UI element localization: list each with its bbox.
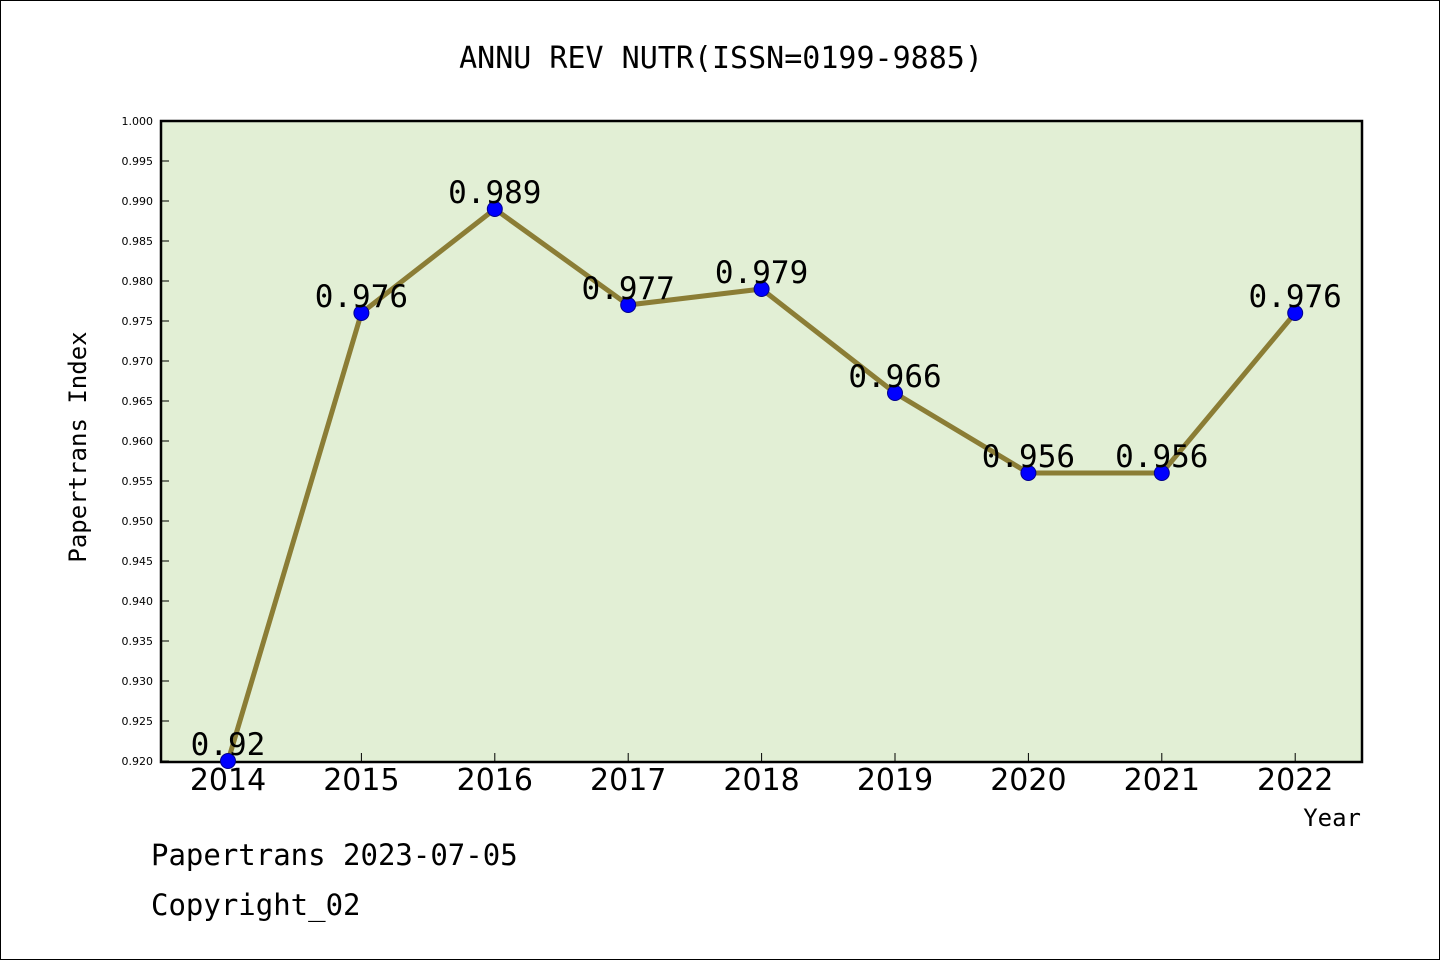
- y-axis-label: Papertrans Index: [64, 331, 92, 562]
- x-tick-label: 2022: [1257, 763, 1333, 798]
- data-label: 0.989: [448, 175, 541, 211]
- y-tick-label: 0.935: [122, 635, 154, 648]
- x-tick-label: 2015: [323, 763, 399, 798]
- data-label: 0.976: [1249, 279, 1342, 315]
- plot-area: [159, 119, 1364, 764]
- x-axis-label: Year: [1303, 804, 1361, 832]
- y-tick-label: 0.930: [122, 675, 154, 688]
- x-tick-label: 2021: [1124, 763, 1200, 798]
- y-tick-label: 0.980: [122, 275, 154, 288]
- data-label: 0.979: [715, 255, 808, 291]
- x-tick-label: 2016: [457, 763, 533, 798]
- data-label: 0.956: [982, 439, 1075, 475]
- x-axis: 2014 2015 2016 2017 2018 2019 2020 2021 2022: [190, 753, 1333, 798]
- data-label: 0.977: [582, 271, 675, 307]
- y-tick-label: 0.995: [122, 155, 154, 168]
- y-tick-label: 0.955: [122, 475, 154, 488]
- data-point: [1020, 465, 1037, 481]
- y-tick-label: 0.965: [122, 395, 154, 408]
- data-point: [220, 753, 236, 769]
- data-point: [620, 297, 637, 313]
- y-tick-label: 0.945: [122, 555, 154, 568]
- series-line-group: [220, 201, 1304, 769]
- y-tick-label: 0.975: [122, 315, 154, 328]
- y-axis: 0.920 0.925 0.930 0.935 0.940 0.945 0.950 0.955…: [122, 115, 169, 768]
- y-tick-label: 1.000: [122, 115, 154, 128]
- data-point: [486, 201, 503, 217]
- data-label: 0.966: [848, 359, 941, 395]
- y-tick-label: 0.920: [122, 755, 154, 768]
- data-point: [353, 305, 370, 321]
- chart-title: ANNU REV NUTR(ISSN=0199-9885): [459, 41, 983, 76]
- y-tick-label: 0.925: [122, 715, 154, 728]
- footer-copyright: Copyright_02: [151, 888, 361, 923]
- x-tick-label: 2017: [590, 763, 666, 798]
- y-tick-label: 0.950: [122, 515, 154, 528]
- data-point: [1287, 305, 1304, 321]
- data-label: 0.92: [191, 727, 266, 763]
- data-label: 0.976: [315, 279, 408, 315]
- y-tick-label: 0.960: [122, 435, 154, 448]
- data-point: [753, 281, 770, 297]
- y-tick-label: 0.940: [122, 595, 154, 608]
- x-tick-label: 2019: [857, 763, 933, 798]
- data-point: [1153, 465, 1170, 481]
- data-point: [887, 385, 903, 401]
- y-tick-label: 0.985: [122, 235, 154, 248]
- x-tick-label: 2020: [990, 763, 1066, 798]
- y-tick-label: 0.990: [122, 195, 154, 208]
- footer-date: Papertrans 2023-07-05: [151, 838, 518, 872]
- data-labels: 0.92 0.976 0.989 0.977 0.979 0.966 0.956 0.956 0…: [191, 175, 1342, 763]
- y-tick-label: 0.970: [122, 355, 154, 368]
- x-tick-label: 2018: [723, 763, 799, 798]
- data-label: 0.956: [1115, 439, 1208, 475]
